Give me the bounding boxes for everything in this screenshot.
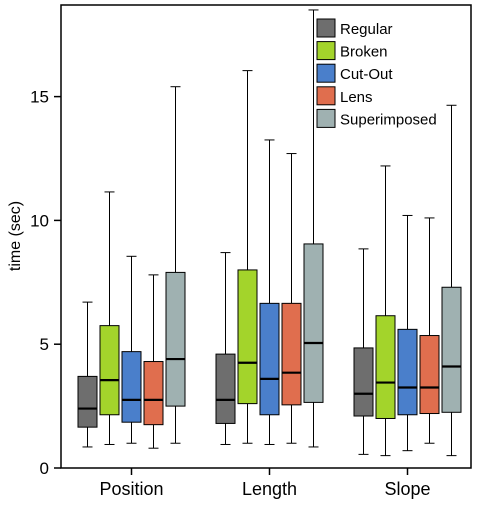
y-tick-label: 5 (40, 335, 49, 354)
box-iqr (375, 315, 396, 419)
box-superimposed-length (303, 9, 324, 448)
box-regular-position (77, 301, 98, 448)
legend: Regular Broken Cut-Out Lens Superimposed (316, 18, 437, 128)
box-iqr (281, 302, 302, 406)
y-tick-label: 0 (40, 459, 49, 478)
box-broken-position (99, 191, 120, 445)
x-tick-label: Position (99, 479, 163, 499)
box-iqr (397, 328, 418, 416)
box-lens-position (143, 274, 164, 449)
legend-label: Regular (340, 21, 393, 38)
box-iqr (121, 351, 142, 423)
box-regular-length (215, 252, 236, 445)
x-axis: Position Length Slope (99, 468, 431, 499)
box-cut-out-position (121, 255, 142, 444)
boxes (77, 9, 462, 457)
box-iqr (419, 335, 440, 415)
box-iqr (99, 325, 120, 416)
box-superimposed-position (165, 86, 186, 444)
box-lens-length (281, 153, 302, 444)
x-tick-label: Slope (384, 479, 430, 499)
box-iqr (215, 353, 236, 424)
y-tick-label: 10 (30, 211, 49, 230)
y-tick-label: 15 (30, 88, 49, 107)
box-cut-out-slope (397, 214, 418, 452)
legend-swatch (316, 108, 336, 128)
legend-swatch (316, 63, 336, 83)
box-iqr (77, 375, 98, 428)
box-iqr (303, 243, 324, 403)
box-broken-slope (375, 165, 396, 457)
legend-swatch (316, 18, 336, 38)
box-iqr (237, 269, 258, 405)
box-lens-slope (419, 217, 440, 444)
box-iqr (143, 361, 164, 426)
y-axis: 0 5 10 15 (30, 88, 61, 478)
box-regular-slope (353, 248, 374, 455)
box-broken-length (237, 70, 258, 444)
box-iqr (441, 286, 462, 413)
box-superimposed-slope (441, 104, 462, 457)
legend-swatch (316, 86, 336, 106)
plot-frame (60, 4, 472, 469)
legend-label: Superimposed (340, 111, 437, 128)
legend-swatch (316, 41, 336, 61)
box-iqr (259, 302, 280, 416)
y-axis-title: time (sec) (7, 201, 24, 271)
box-cut-out-length (259, 139, 280, 445)
box-iqr (165, 271, 186, 407)
legend-label: Cut-Out (340, 66, 393, 83)
box-iqr (353, 347, 374, 417)
legend-label: Lens (340, 89, 373, 106)
x-tick-label: Length (242, 479, 297, 499)
legend-label: Broken (340, 44, 388, 61)
